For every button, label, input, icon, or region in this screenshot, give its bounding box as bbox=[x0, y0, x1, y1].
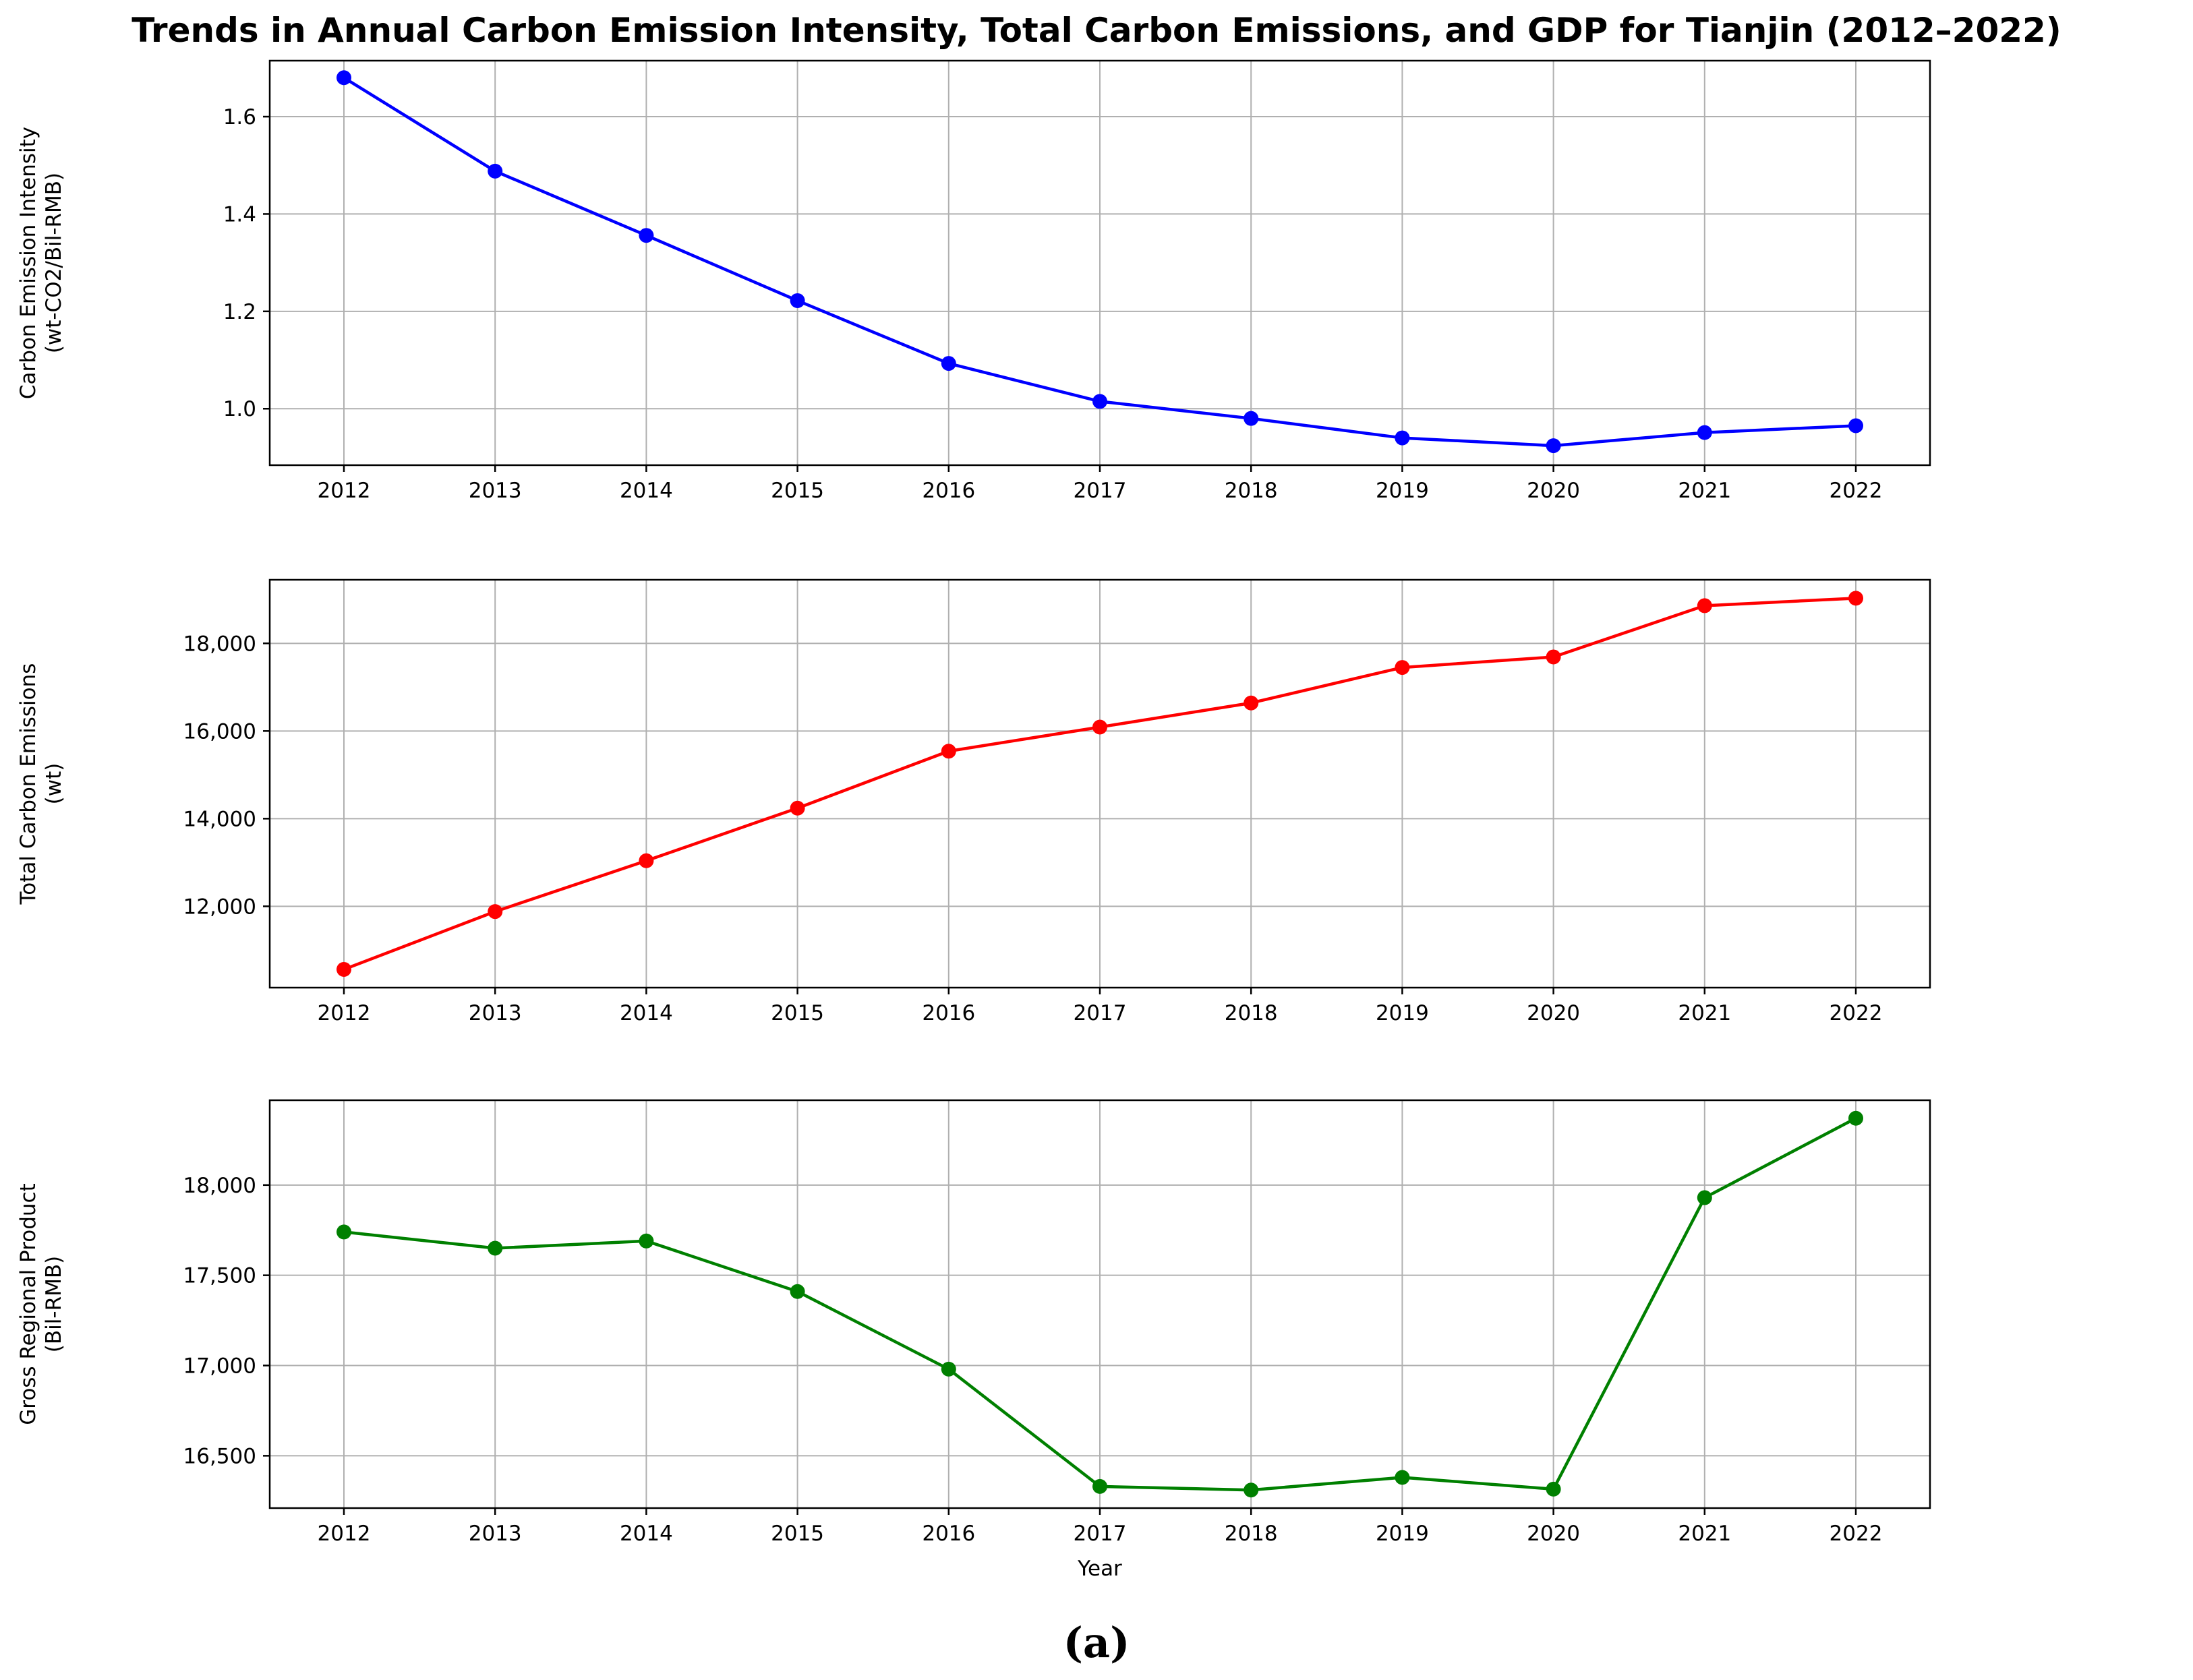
data-point bbox=[1848, 1110, 1863, 1126]
data-point bbox=[790, 800, 805, 816]
y-axis-label-line: Carbon Emission Intensity bbox=[16, 127, 40, 399]
y-tick-label: 14,000 bbox=[183, 807, 256, 831]
x-tick-label: 2022 bbox=[1830, 479, 1883, 503]
figure-caption: (a) bbox=[1063, 1618, 1130, 1667]
x-tick-label: 2016 bbox=[922, 479, 975, 503]
x-tick-label: 2018 bbox=[1225, 1001, 1278, 1025]
x-tick-label: 2021 bbox=[1678, 1001, 1731, 1025]
data-point bbox=[488, 1240, 503, 1256]
x-tick-label: 2015 bbox=[771, 1001, 824, 1025]
data-point bbox=[1395, 430, 1410, 446]
data-point bbox=[941, 1361, 956, 1377]
x-tick-label: 2018 bbox=[1225, 479, 1278, 503]
data-point bbox=[337, 961, 351, 977]
data-point bbox=[790, 293, 805, 308]
y-axis-label-line: Total Carbon Emissions bbox=[16, 663, 40, 905]
x-tick-label: 2014 bbox=[620, 1522, 673, 1546]
data-point bbox=[1697, 425, 1712, 440]
data-point bbox=[1546, 438, 1561, 454]
x-tick-label: 2020 bbox=[1527, 1522, 1580, 1546]
data-point bbox=[1244, 695, 1259, 711]
data-point bbox=[790, 1284, 805, 1299]
x-tick-label: 2014 bbox=[620, 1001, 673, 1025]
y-tick-label: 18,000 bbox=[183, 632, 256, 656]
data-point bbox=[337, 1224, 351, 1240]
x-tick-label: 2012 bbox=[318, 1522, 371, 1546]
data-point bbox=[1395, 1470, 1410, 1485]
x-tick-label: 2022 bbox=[1830, 1001, 1883, 1025]
data-point bbox=[639, 228, 654, 243]
plot-frame bbox=[268, 1099, 1931, 1509]
y-axis-label-line: Gross Regional Product bbox=[16, 1183, 40, 1425]
y-axis-label: Carbon Emission Intensity(wt-CO2/Bil-RMB… bbox=[16, 127, 66, 399]
data-point bbox=[337, 70, 351, 86]
x-tick-label: 2021 bbox=[1678, 1522, 1731, 1546]
data-point bbox=[1244, 411, 1259, 426]
x-tick-label: 2020 bbox=[1527, 479, 1580, 503]
x-tick-label: 2013 bbox=[469, 1522, 522, 1546]
y-tick-label: 1.0 bbox=[223, 397, 256, 421]
data-point bbox=[488, 163, 503, 179]
data-point bbox=[639, 853, 654, 868]
x-tick-label: 2022 bbox=[1830, 1522, 1883, 1546]
plot-frame bbox=[268, 578, 1931, 989]
y-axis-label: Total Carbon Emissions(wt) bbox=[16, 663, 66, 905]
x-tick-label: 2019 bbox=[1376, 1522, 1429, 1546]
panel-3: 2012 2013 2014 2015 2016 2017 2018 2019 2020 2021… bbox=[16, 1099, 1931, 1581]
plot-frame bbox=[268, 59, 1931, 467]
y-tick-label: 17,500 bbox=[183, 1264, 256, 1288]
x-tick-label: 2016 bbox=[922, 1522, 975, 1546]
y-axis-label-line: (wt-CO2/Bil-RMB) bbox=[42, 173, 66, 353]
data-point bbox=[941, 744, 956, 759]
x-tick-label: 2020 bbox=[1527, 1001, 1580, 1025]
data-point bbox=[1697, 1190, 1712, 1205]
chart-title: Trends in Annual Carbon Emission Intensi… bbox=[131, 11, 2061, 50]
data-point bbox=[1848, 591, 1863, 606]
x-tick-label: 2017 bbox=[1074, 1001, 1127, 1025]
y-tick-label: 16,000 bbox=[183, 719, 256, 744]
x-tick-label: 2014 bbox=[620, 479, 673, 503]
y-tick-label: 18,000 bbox=[183, 1174, 256, 1198]
x-tick-label: 2019 bbox=[1376, 1001, 1429, 1025]
y-tick-label: 12,000 bbox=[183, 895, 256, 919]
x-tick-label: 2017 bbox=[1074, 1522, 1127, 1546]
x-tick-label: 2016 bbox=[922, 1001, 975, 1025]
y-axis-label: Gross Regional Product(Bil-RMB) bbox=[16, 1183, 66, 1425]
data-point bbox=[1092, 394, 1107, 409]
x-tick-label: 2012 bbox=[318, 1001, 371, 1025]
x-tick-label: 2013 bbox=[469, 479, 522, 503]
y-tick-label: 17,000 bbox=[183, 1354, 256, 1379]
y-axis-label-line: (Bil-RMB) bbox=[42, 1256, 66, 1352]
x-tick-label: 2018 bbox=[1225, 1522, 1278, 1546]
data-point bbox=[1848, 418, 1863, 433]
data-point bbox=[941, 356, 956, 371]
data-point bbox=[1244, 1482, 1259, 1498]
panel-2: 2012 2013 2014 2015 2016 2017 2018 2019 2020 2021… bbox=[16, 578, 1931, 1025]
x-axis-label: Year bbox=[1077, 1557, 1122, 1581]
data-point bbox=[1697, 598, 1712, 613]
data-point bbox=[639, 1233, 654, 1249]
x-tick-label: 2017 bbox=[1074, 479, 1127, 503]
panels: 2012 2013 2014 2015 2016 2017 2018 2019 2020 2021… bbox=[16, 59, 1931, 1581]
y-tick-label: 16,500 bbox=[183, 1444, 256, 1468]
y-tick-label: 1.2 bbox=[223, 300, 256, 324]
data-point bbox=[1546, 1481, 1561, 1497]
x-tick-label: 2021 bbox=[1678, 479, 1731, 503]
data-point bbox=[1092, 719, 1107, 735]
x-tick-label: 2019 bbox=[1376, 479, 1429, 503]
x-tick-label: 2015 bbox=[771, 479, 824, 503]
y-axis-label-line: (wt) bbox=[42, 763, 66, 805]
x-tick-label: 2012 bbox=[318, 479, 371, 503]
panel-1: 2012 2013 2014 2015 2016 2017 2018 2019 2020 2021… bbox=[16, 59, 1931, 503]
x-tick-label: 2013 bbox=[469, 1001, 522, 1025]
data-point bbox=[1546, 649, 1561, 665]
y-tick-label: 1.6 bbox=[223, 105, 256, 129]
data-point bbox=[488, 904, 503, 920]
x-tick-label: 2015 bbox=[771, 1522, 824, 1546]
data-point bbox=[1092, 1478, 1107, 1494]
y-tick-label: 1.4 bbox=[223, 202, 256, 227]
data-point bbox=[1395, 660, 1410, 676]
